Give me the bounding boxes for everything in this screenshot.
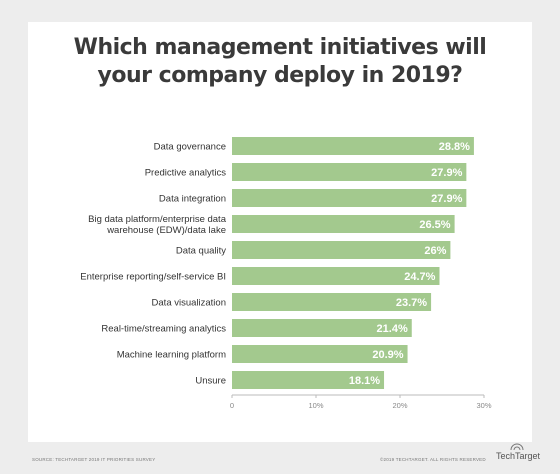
bar-value-label: 27.9% bbox=[431, 193, 462, 205]
bar bbox=[232, 319, 412, 337]
bar bbox=[232, 345, 408, 363]
category-label: Data visualization bbox=[152, 298, 226, 309]
x-tick-label: 30% bbox=[476, 401, 491, 410]
category-label: Enterprise reporting/self-service BI bbox=[80, 272, 226, 283]
bar-value-label: 27.9% bbox=[431, 167, 462, 179]
bar bbox=[232, 215, 455, 233]
category-label: Machine learning platform bbox=[117, 350, 226, 361]
bar bbox=[232, 163, 467, 181]
bar-value-label: 21.4% bbox=[377, 323, 408, 335]
bar bbox=[232, 371, 385, 389]
source-note: SOURCE: TECHTARGET 2019 IT PRIORITIES SU… bbox=[32, 457, 156, 462]
bar-value-label: 20.9% bbox=[372, 349, 403, 361]
bar-value-label: 24.7% bbox=[404, 271, 435, 283]
bar-value-label: 26% bbox=[424, 245, 446, 257]
bar-value-label: 18.1% bbox=[349, 375, 380, 387]
copyright-note: ©2019 TECHTARGET. ALL RIGHTS RESERVED bbox=[380, 457, 486, 462]
techtarget-logo-icon bbox=[510, 443, 524, 451]
techtarget-logo: TechTarget bbox=[496, 451, 541, 461]
x-tick-label: 0 bbox=[230, 401, 234, 410]
category-label: Predictive analytics bbox=[145, 168, 227, 179]
x-tick-label: 20% bbox=[392, 401, 407, 410]
bar-value-label: 23.7% bbox=[396, 297, 427, 309]
bar-value-label: 28.8% bbox=[439, 141, 470, 153]
category-label: Data integration bbox=[159, 194, 226, 205]
chart-title: Which management initiatives will your c… bbox=[0, 34, 560, 90]
bar bbox=[232, 241, 451, 259]
bar-value-label: 26.5% bbox=[419, 219, 450, 231]
category-label: Big data platform/enterprise data bbox=[88, 214, 227, 225]
category-label: Real-time/streaming analytics bbox=[101, 324, 226, 335]
category-label: Unsure bbox=[195, 376, 226, 387]
bar bbox=[232, 267, 440, 285]
chart-title-line-1: Which management initiatives will bbox=[73, 35, 487, 60]
bar bbox=[232, 293, 432, 311]
x-tick-label: 10% bbox=[308, 401, 323, 410]
category-label: Data quality bbox=[176, 246, 226, 257]
bar bbox=[232, 189, 467, 207]
category-label: warehouse (EDW)/data lake bbox=[106, 225, 226, 236]
chart-title-line-2: your company deploy in 2019? bbox=[97, 63, 463, 88]
bar bbox=[232, 137, 474, 155]
category-label: Data governance bbox=[154, 142, 226, 153]
